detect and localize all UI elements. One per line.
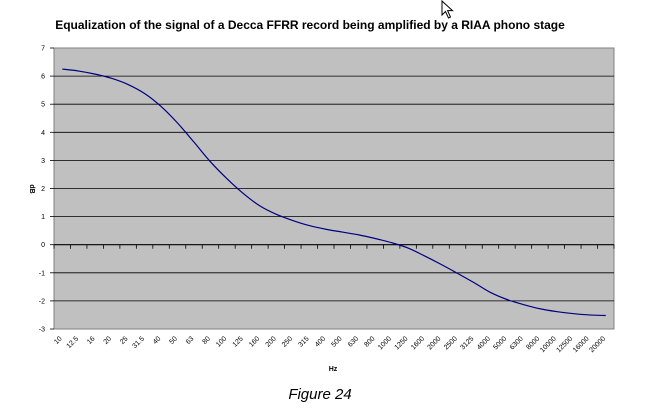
data-point [604,314,607,317]
data-point [456,272,459,275]
data-point [160,105,163,108]
data-point [275,213,278,216]
y-tick-label: -3 [39,327,45,334]
data-point [110,77,113,80]
y-tick-label: 2 [41,186,45,193]
x-tick-label: 80 [201,335,212,346]
data-point [127,83,130,86]
x-tick-label: 10 [53,335,64,346]
x-tick-label: 5000 [492,335,508,351]
data-point [258,204,261,207]
x-tick-label: 315 [297,335,310,348]
data-point [209,160,212,163]
x-tick-label: 16000 [572,335,591,354]
x-tick-label: 10000 [539,335,558,354]
data-point [357,233,360,236]
x-tick-label: 20000 [588,335,607,354]
y-tick-label: 5 [41,102,45,109]
x-tick-label: 63 [185,335,196,346]
x-tick-label: 2500 [443,335,459,351]
x-tick-label: 160 [248,335,261,348]
x-tick-label: 400 [314,335,327,348]
data-point [505,298,508,301]
data-point [225,177,228,180]
y-tick-label: 7 [41,46,45,53]
data-point [77,70,80,73]
data-point [308,224,311,227]
data-point [407,247,410,250]
series-layer [61,68,607,317]
x-tick-label: 4000 [476,335,492,351]
x-tick-label: 20 [103,335,114,346]
y-tick-label: -2 [39,298,45,305]
data-point [193,141,196,144]
data-point [423,254,426,257]
x-tick-label: 200 [265,335,278,348]
data-point [324,228,327,231]
data-point [341,231,344,234]
x-tick-label: 250 [281,335,294,348]
x-axis-label: Hz [329,366,338,373]
x-tick-label: 40 [152,335,163,346]
chart-title: Equalization of the signal of a Decca FF… [55,18,565,32]
x-tick-label: 100 [215,335,228,348]
x-tick-label: 125 [232,335,245,348]
x-tick-label: 1600 [410,335,426,351]
data-point [291,219,294,222]
data-point [440,263,443,266]
data-point [176,122,179,125]
x-tick-label: 3125 [459,335,475,351]
x-tick-label: 25 [119,335,130,346]
data-point [242,192,245,195]
data-point [143,92,146,95]
series-line [62,68,606,317]
x-tick-label: 50 [168,335,179,346]
x-tick-label: 1250 [394,335,410,351]
y-tick-label: 1 [41,214,45,221]
data-point [538,307,541,310]
data-point [61,68,64,71]
data-point [374,237,377,240]
y-tick-label: 6 [41,74,45,81]
data-point [473,281,476,284]
y-tick-label: 3 [41,158,45,165]
y-axis-ticks: -3 -2 -1 0 1 2 3 4 5 6 7 [39,46,54,334]
figure-caption: Figure 24 [288,386,352,403]
x-tick-label: 16 [86,335,97,346]
data-point [555,310,558,313]
data-point [522,303,525,306]
gridlines [54,75,614,302]
mouse-cursor-icon [441,0,454,19]
data-point [94,73,97,76]
x-tick-label: 800 [363,335,376,348]
x-tick-label: 12.5 [66,335,81,350]
x-tick-label: 6300 [509,335,525,351]
x-tick-label: 1000 [377,335,393,351]
x-tick-label: 12500 [556,335,575,354]
x-tick-label: 500 [330,335,343,348]
y-tick-label: -1 [39,270,45,277]
x-tick-label: 2000 [427,335,443,351]
data-point [489,291,492,294]
data-point [588,313,591,316]
y-axis-label: dB [28,184,35,193]
y-tick-label: 4 [41,130,45,137]
x-tick-label: 630 [347,335,360,348]
data-point [571,312,574,315]
x-axis-ticks: 10 12.5 16 20 25 31.5 40 50 63 80 100 125 160 200 250 3… [53,335,607,354]
y-tick-label: 0 [41,242,45,249]
data-point [390,241,393,244]
x-tick-label: 31.5 [131,335,146,350]
x-axis-line [53,244,615,249]
